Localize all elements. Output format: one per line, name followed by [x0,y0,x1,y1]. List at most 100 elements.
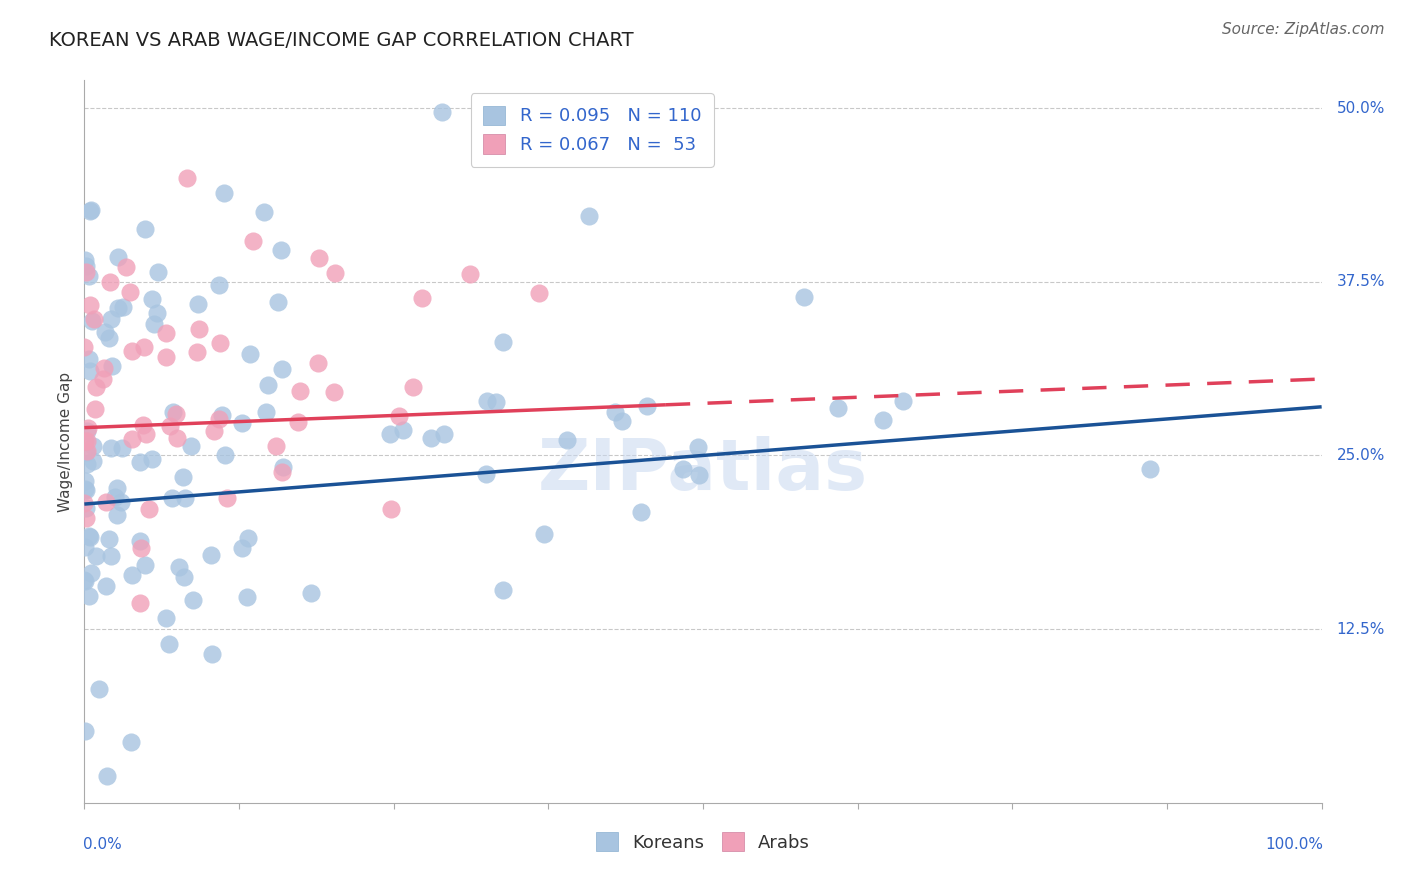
Point [155,610,177,624]
Point [162,491,184,505]
Point [672,462,695,476]
Point [271,465,294,479]
Point [1139,462,1161,476]
Point [267,294,290,309]
Point [141,451,163,466]
Point [100,441,122,455]
Text: 12.5%: 12.5% [1337,622,1385,637]
Point [75,724,97,739]
Point [80,566,103,581]
Point [73,474,96,488]
Point [129,533,152,548]
Point [200,548,222,562]
Point [118,285,141,299]
Point [165,408,187,422]
Point [84,549,107,563]
Point [100,549,122,563]
Point [215,491,238,505]
Point [131,418,153,433]
Point [73,541,96,555]
Point [93,360,115,375]
Point [183,593,205,607]
Point [401,380,423,394]
Point [115,260,138,274]
Point [474,467,496,482]
Point [120,735,142,749]
Point [236,531,259,545]
Point [79,530,101,544]
Point [79,298,101,312]
Point [84,379,107,393]
Point [686,440,709,454]
Point [134,558,156,572]
Point [146,306,169,320]
Point [101,359,124,373]
Point [236,590,259,604]
Point [110,495,132,509]
Point [146,265,169,279]
Point [630,504,652,518]
Point [636,400,658,414]
Point [75,265,97,279]
Point [299,585,322,599]
Point [891,393,914,408]
Point [270,361,292,376]
Point [157,637,180,651]
Point [87,681,110,696]
Point [82,439,104,453]
Point [80,202,103,217]
Point [73,340,96,354]
Point [578,210,600,224]
Point [187,297,209,311]
Point [270,243,292,257]
Point [212,186,235,201]
Point [533,527,555,541]
Point [142,317,165,331]
Point [188,322,211,336]
Point [173,570,195,584]
Point [94,494,117,508]
Point [141,292,163,306]
Point [231,541,253,555]
Point [76,434,98,449]
Point [104,491,127,505]
Point [75,511,97,525]
Point [166,431,188,445]
Point [475,394,498,409]
Text: Source: ZipAtlas.com: Source: ZipAtlas.com [1222,22,1385,37]
Point [135,427,157,442]
Point [610,414,633,428]
Point [77,352,100,367]
Legend: Koreans, Arabs: Koreans, Arabs [589,824,817,859]
Point [134,340,156,354]
Point [388,409,411,423]
Point [201,647,224,661]
Point [121,433,143,447]
Point [380,502,402,516]
Point [75,501,97,516]
Point [98,532,121,546]
Point [458,267,481,281]
Point [167,560,190,574]
Point [432,104,454,119]
Point [603,405,626,419]
Point [76,443,98,458]
Point [207,411,229,425]
Point [555,433,578,447]
Point [411,291,433,305]
Point [82,314,104,328]
Point [129,541,152,555]
Point [96,769,118,783]
Point [76,424,98,438]
Point [214,448,236,462]
Point [75,259,97,273]
Point [91,372,114,386]
Point [79,364,101,378]
Point [322,384,344,399]
Point [419,432,441,446]
Point [73,574,96,588]
Point [485,395,508,409]
Point [180,439,202,453]
Point [208,336,231,351]
Point [73,496,96,510]
